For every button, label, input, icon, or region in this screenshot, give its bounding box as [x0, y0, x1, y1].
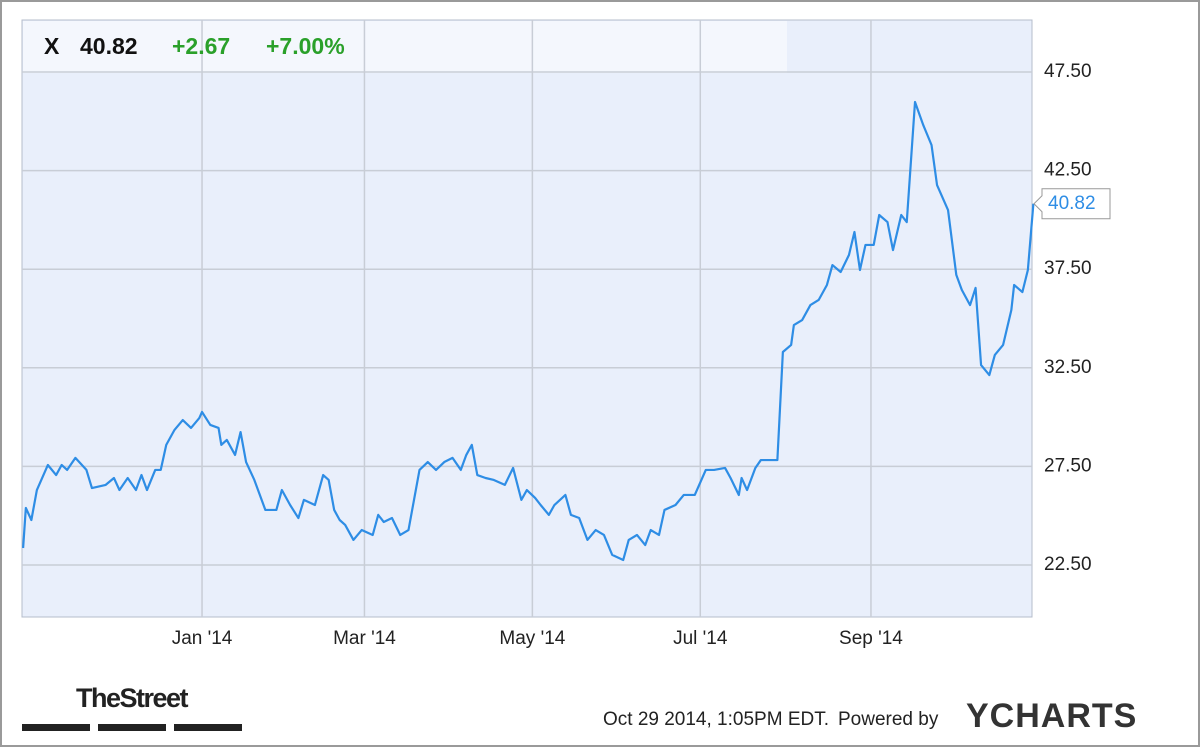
y-tick-label: 22.50	[1044, 554, 1092, 575]
price-line	[22, 100, 1035, 562]
brand: YCHARTS	[966, 697, 1137, 735]
plot-area	[21, 19, 1033, 618]
plot	[22, 100, 1035, 562]
logo-bar	[98, 724, 166, 731]
timestamp: Oct 29 2014, 1:05PM EDT.	[603, 709, 829, 730]
logo-bar	[22, 724, 90, 731]
x-tick-label: Jul '14	[673, 628, 728, 649]
y-tick-label: 47.50	[1044, 61, 1092, 82]
x-tick-label: Sep '14	[839, 628, 903, 649]
symbol: X	[44, 33, 60, 59]
last-value-label: 40.82	[1048, 193, 1096, 214]
price: 40.82	[80, 33, 138, 59]
y-tick-label: 37.50	[1044, 258, 1092, 279]
grid	[22, 20, 1032, 617]
y-tick-label: 32.50	[1044, 357, 1092, 378]
last-value-callout	[1033, 188, 1111, 220]
header-band	[23, 21, 787, 73]
price-change: +2.67	[172, 33, 230, 59]
percent-change: +7.00%	[266, 33, 345, 59]
powered-by: Powered by	[838, 709, 939, 730]
y-tick-label: 27.50	[1044, 455, 1092, 476]
logo: TheStreet	[76, 683, 189, 713]
x-tick-label: Mar '14	[333, 628, 396, 649]
logo-bar	[174, 724, 242, 731]
x-tick-label: Jan '14	[172, 628, 233, 649]
y-tick-label: 42.50	[1044, 160, 1092, 181]
x-tick-label: May '14	[499, 628, 565, 649]
